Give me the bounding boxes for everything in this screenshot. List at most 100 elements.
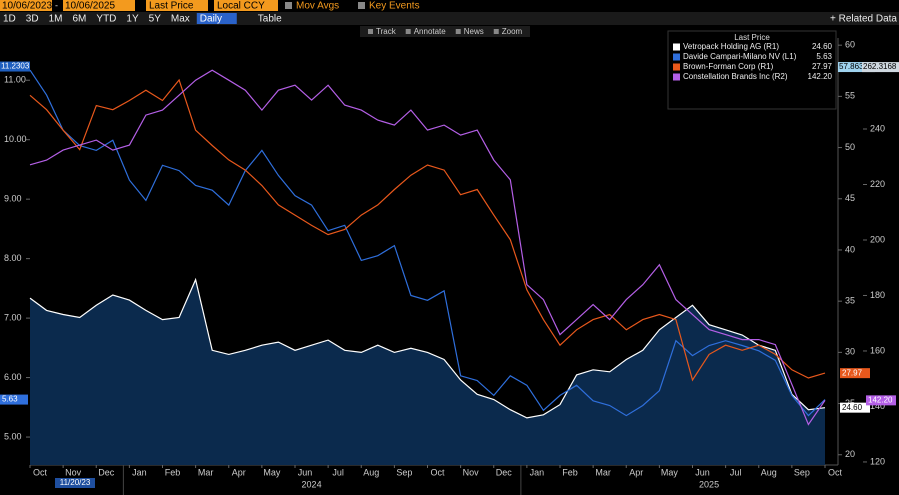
x-tick-label: Jun bbox=[695, 467, 710, 477]
period-button[interactable]: 1Y bbox=[126, 14, 139, 25]
legend-entry: Vetropack Holding AG (R1) bbox=[683, 42, 779, 51]
y2-tick-label: 60 bbox=[845, 40, 855, 50]
y3-tick-label: 220 bbox=[870, 179, 885, 189]
x-tick-label: Oct bbox=[33, 467, 48, 477]
period-button[interactable]: 1M bbox=[49, 14, 63, 25]
period-button[interactable]: 3D bbox=[26, 14, 39, 25]
y-tick-label: 7.00 bbox=[4, 312, 22, 322]
y2-tick-label: 50 bbox=[845, 142, 855, 152]
x-tick-label: Jan bbox=[132, 467, 147, 477]
field-box[interactable] bbox=[146, 0, 208, 11]
table-button[interactable]: Table bbox=[258, 14, 282, 25]
x-tick-label: Dec bbox=[496, 467, 513, 477]
key-events[interactable]: Key Events bbox=[369, 1, 420, 12]
legend-entry: Constellation Brands Inc (R2) bbox=[683, 72, 788, 81]
x-tick-label: Aug bbox=[363, 467, 379, 477]
period-button[interactable]: 1D bbox=[3, 14, 16, 25]
last-value-tag bbox=[840, 368, 870, 379]
crosshair-value: 11.2303 bbox=[1, 62, 30, 71]
period-button[interactable]: 6M bbox=[73, 14, 87, 25]
y-tick-label: 9.00 bbox=[4, 194, 22, 204]
y-tick-label: 10.00 bbox=[4, 134, 27, 144]
area bbox=[30, 279, 825, 465]
tool-button[interactable]: Track bbox=[376, 27, 397, 36]
y2-tick-label: 40 bbox=[845, 244, 855, 254]
x-tick-label: Oct bbox=[828, 467, 843, 477]
x-tick-label: Aug bbox=[761, 467, 777, 477]
legend-value: 27.97 bbox=[812, 62, 833, 71]
tool-button[interactable]: News bbox=[464, 27, 484, 36]
last-value-label: 24.60 bbox=[842, 403, 863, 412]
legend-entry: Brown-Forman Corp (R1) bbox=[683, 62, 774, 71]
last-value-label: 5.63 bbox=[2, 395, 18, 404]
last-value-label: 27.97 bbox=[842, 368, 863, 377]
y-tick-label: 6.00 bbox=[4, 372, 22, 382]
date-separator: - bbox=[55, 0, 58, 10]
currency-box[interactable] bbox=[214, 0, 278, 11]
legend-entry: Davide Campari-Milano NV (L1) bbox=[683, 52, 797, 61]
last-value-tag bbox=[840, 402, 870, 413]
x-tick-label: Feb bbox=[165, 467, 181, 477]
currency: Local CCY bbox=[217, 1, 265, 12]
crosshair-tag bbox=[862, 62, 899, 73]
date-box[interactable] bbox=[63, 0, 135, 11]
frequency-box[interactable] bbox=[196, 13, 237, 24]
legend-swatch bbox=[673, 43, 680, 51]
x-tick-label: Dec bbox=[98, 467, 115, 477]
y3-tick-label: 180 bbox=[870, 290, 885, 300]
last-value-tag bbox=[866, 395, 896, 406]
series-line bbox=[29, 69, 826, 426]
crosshair-tag bbox=[838, 62, 875, 73]
tool-icon bbox=[455, 29, 461, 34]
legend-value: 24.60 bbox=[812, 42, 833, 51]
legend-swatch bbox=[673, 53, 680, 61]
field: Last Price bbox=[149, 1, 194, 12]
series-line bbox=[29, 277, 826, 419]
y3-tick-label: 200 bbox=[870, 234, 885, 244]
x-tick-label: Oct bbox=[430, 467, 445, 477]
x-tick-label: Mar bbox=[198, 467, 214, 477]
legend-value: 5.63 bbox=[816, 52, 832, 61]
x-tick-label: May bbox=[263, 467, 281, 477]
x-tick-label: Jun bbox=[298, 467, 313, 477]
period-button[interactable]: Max bbox=[171, 14, 190, 25]
x-tick-label: Nov bbox=[463, 467, 480, 477]
checkbox[interactable] bbox=[358, 2, 365, 9]
year-label: 2025 bbox=[699, 479, 719, 489]
y2-tick-label: 30 bbox=[845, 347, 855, 357]
period-button[interactable]: YTD bbox=[96, 14, 116, 25]
date-box[interactable] bbox=[0, 0, 52, 11]
x-tick-label: Apr bbox=[629, 467, 643, 477]
y2-tick-label: 35 bbox=[845, 296, 855, 306]
y2-tick-label: 45 bbox=[845, 193, 855, 203]
series-line bbox=[29, 69, 826, 417]
related-data[interactable]: + Related Data bbox=[830, 14, 897, 25]
crosshair-date-tag bbox=[55, 478, 95, 488]
year-label: 2024 bbox=[302, 479, 322, 489]
legend-value: 142.20 bbox=[808, 72, 833, 81]
legend-title: Last Price bbox=[734, 33, 770, 42]
last-value-tag bbox=[0, 394, 28, 405]
crosshair-date: 11/20/23 bbox=[60, 478, 91, 487]
end-date: 10/06/2025 bbox=[65, 1, 115, 12]
chart-tools-bar bbox=[360, 26, 530, 37]
y-tick-label: 8.00 bbox=[4, 253, 22, 263]
y-tick-label: 11.00 bbox=[4, 75, 26, 85]
tool-button[interactable]: Zoom bbox=[502, 27, 523, 36]
period-button[interactable]: 5Y bbox=[149, 14, 162, 25]
tool-icon bbox=[368, 29, 373, 34]
start-date: 10/06/2023 bbox=[2, 1, 52, 12]
tool-button[interactable]: Annotate bbox=[414, 27, 447, 36]
legend-swatch bbox=[673, 73, 680, 81]
tool-icon bbox=[493, 29, 499, 34]
mov-avgs[interactable]: Mov Avgs bbox=[296, 1, 339, 12]
crosshair-tag bbox=[0, 61, 30, 72]
crosshair-value: 57.8631 bbox=[839, 62, 868, 71]
y3-tick-label: 140 bbox=[870, 401, 885, 411]
y3-tick-label: 160 bbox=[870, 345, 885, 355]
x-tick-label: Feb bbox=[562, 467, 578, 477]
series-line bbox=[29, 78, 826, 382]
crosshair-value: 262.3168 bbox=[863, 62, 897, 71]
checkbox[interactable] bbox=[285, 2, 292, 9]
